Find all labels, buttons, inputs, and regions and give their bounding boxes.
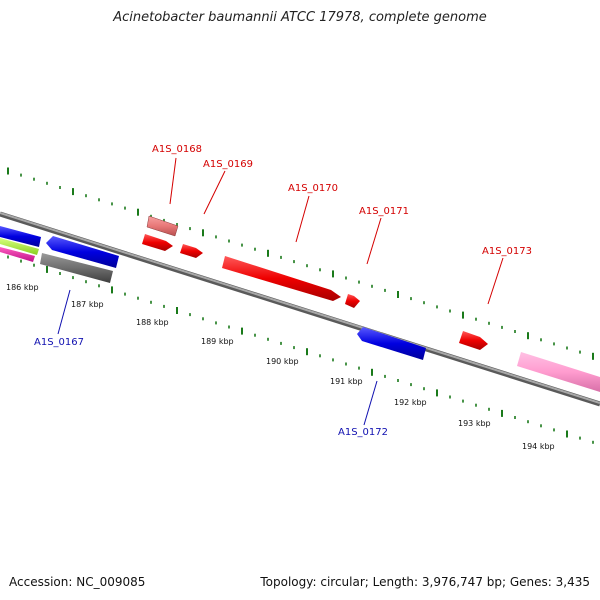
kbp-label: 187 kbp [71,300,104,309]
gene-a1s-0168-arrow[interactable] [146,215,179,237]
gene-label-a1s-0171[interactable]: A1S_0171 [359,206,409,217]
kbp-label: 192 kbp [394,398,427,407]
tick-row-bottom [7,255,594,444]
gene-label-a1s-0170[interactable]: A1S_0170 [288,183,338,194]
kbp-label: 186 kbp [6,283,39,292]
genome-backbone-highlight [0,212,600,404]
gene-label-a1s-0167[interactable]: A1S_0167 [34,337,84,348]
gene-magenta-arrow[interactable] [0,247,35,262]
leader-a1s-0170 [295,195,310,243]
gene-a1s-0172-arrow[interactable] [357,327,426,360]
leader-a1s-0168 [169,157,177,205]
leader-a1s-0167 [57,289,71,335]
gene-a1s-0173-arrow[interactable] [459,331,488,350]
gene-upper-left-arrow[interactable] [142,234,173,251]
gene-a1s-0167-arrow[interactable] [40,253,113,283]
gene-a1s-0170-arrow[interactable] [222,256,341,301]
kbp-label: 191 kbp [330,377,363,386]
gene-label-a1s-0172[interactable]: A1S_0172 [338,427,388,438]
page-title: Acinetobacter baumannii ATCC 17978, comp… [113,10,487,25]
leader-a1s-0172 [363,380,378,426]
topology-text: Topology: circular; Length: 3,976,747 bp… [260,575,590,589]
gene-pink-arrow[interactable] [517,352,600,392]
gene-a1s-0171-arrow[interactable] [345,294,360,308]
gene-left-blue-arrow[interactable] [0,226,41,247]
accession-text: Accession: NC_009085 [9,575,146,589]
kbp-label: 188 kbp [136,318,169,327]
gene-a1s-0169-arrow[interactable] [180,244,203,258]
leader-a1s-0171 [366,217,382,265]
leader-a1s-0173 [487,257,504,305]
gene-lime-arrow[interactable] [0,238,39,255]
gene-label-a1s-0173[interactable]: A1S_0173 [482,246,532,257]
gene-label-a1s-0168[interactable]: A1S_0168 [152,144,202,155]
gene-label-a1s-0169[interactable]: A1S_0169 [203,159,253,170]
leader-a1s-0169 [203,170,226,215]
kbp-label: 194 kbp [522,442,555,451]
kbp-label: 193 kbp [458,419,491,428]
tick-row-top [7,167,594,360]
kbp-label: 190 kbp [266,357,299,366]
gene-blue-reverse-arrow[interactable] [46,236,119,268]
kbp-label: 189 kbp [201,337,234,346]
